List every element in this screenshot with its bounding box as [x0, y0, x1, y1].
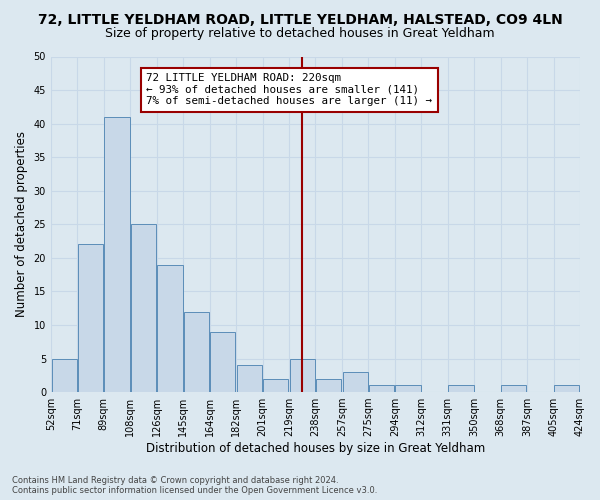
Bar — [448, 386, 473, 392]
Bar — [52, 358, 77, 392]
Bar — [184, 312, 209, 392]
Text: Contains HM Land Registry data © Crown copyright and database right 2024.
Contai: Contains HM Land Registry data © Crown c… — [12, 476, 377, 495]
Bar — [157, 264, 182, 392]
Bar — [211, 332, 235, 392]
Y-axis label: Number of detached properties: Number of detached properties — [15, 132, 28, 318]
X-axis label: Distribution of detached houses by size in Great Yeldham: Distribution of detached houses by size … — [146, 442, 485, 455]
Bar — [554, 386, 580, 392]
Text: Size of property relative to detached houses in Great Yeldham: Size of property relative to detached ho… — [105, 28, 495, 40]
Bar — [343, 372, 368, 392]
Bar — [290, 358, 315, 392]
Bar — [369, 386, 394, 392]
Bar — [263, 378, 289, 392]
Bar — [395, 386, 421, 392]
Text: 72 LITTLE YELDHAM ROAD: 220sqm
← 93% of detached houses are smaller (141)
7% of : 72 LITTLE YELDHAM ROAD: 220sqm ← 93% of … — [146, 74, 432, 106]
Bar — [78, 244, 103, 392]
Bar — [237, 365, 262, 392]
Bar — [316, 378, 341, 392]
Text: 72, LITTLE YELDHAM ROAD, LITTLE YELDHAM, HALSTEAD, CO9 4LN: 72, LITTLE YELDHAM ROAD, LITTLE YELDHAM,… — [38, 12, 562, 26]
Bar — [131, 224, 156, 392]
Bar — [104, 117, 130, 392]
Bar — [501, 386, 526, 392]
